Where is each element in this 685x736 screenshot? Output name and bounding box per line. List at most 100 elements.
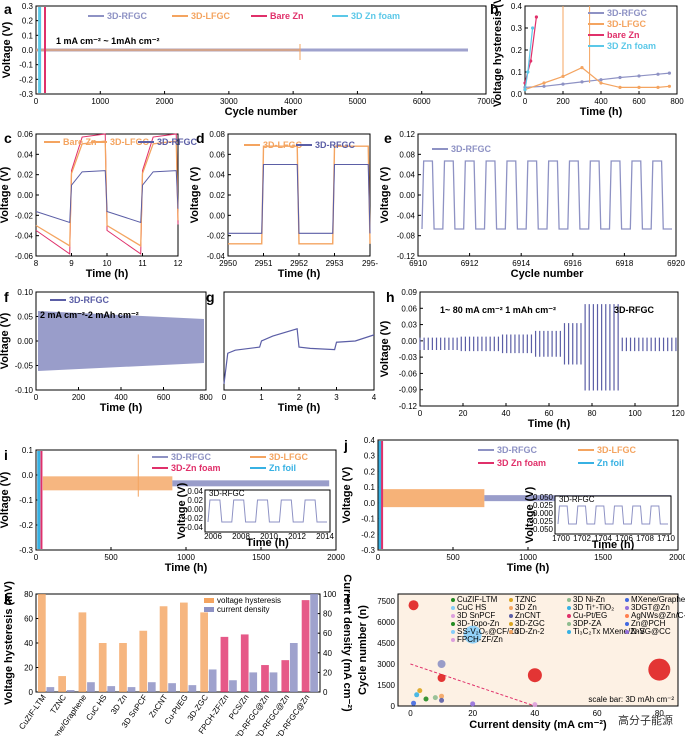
legend-label: 3D-RFGC: [451, 144, 491, 154]
y-tick-label: 0.3: [364, 452, 376, 461]
y-tick-label: 0.12: [399, 130, 415, 139]
y2-axis-title: Current density (mA cm⁻²): [341, 574, 353, 712]
y-tick-label: 0.00: [401, 337, 417, 346]
y-axis-title: Voltage (V): [341, 466, 353, 523]
panel-g: 0 1 2 3 4 Time (h) g: [206, 289, 377, 414]
y-tick-label: 0.1: [22, 31, 34, 40]
y-axis-title: Voltage (V): [189, 166, 201, 223]
data-point: [561, 82, 565, 86]
data-point: [526, 70, 530, 74]
data-point: [532, 702, 538, 708]
x-tick-label: 600: [157, 393, 171, 402]
inset-y-axis-title: Voltage (V): [176, 482, 188, 539]
x-tick-label: 40: [502, 409, 511, 418]
legend-label: CuZIF-LTM: [457, 595, 498, 604]
series-3d-rfgc: [172, 480, 330, 487]
bar-current-density: [269, 672, 278, 692]
data-point: [523, 88, 527, 92]
x-tick-label: 7000: [477, 97, 495, 106]
legend-label: 3D-RFGC: [497, 445, 537, 455]
y-tick-label: -0.2: [19, 75, 33, 84]
x-axis-title: Time (h): [507, 562, 550, 574]
annotation: 2 mA cm⁻²-2 mAh cm⁻²: [40, 310, 139, 320]
y-tick-label: -0.12: [399, 402, 418, 411]
x-tick-label: 1500: [252, 553, 270, 562]
x-tick-label: 9: [69, 259, 74, 268]
x-tick-label: 8: [34, 259, 39, 268]
x-tick-label: 10: [103, 259, 112, 268]
data-point: [542, 84, 546, 88]
legend-marker: [509, 630, 513, 634]
series-3d-rfgc: [35, 170, 179, 224]
data-point: [432, 695, 438, 701]
y2-tick-label: 60: [323, 629, 332, 638]
bar-voltage-hysteresis: [38, 594, 46, 692]
panel-letter: a: [4, 1, 12, 17]
inset-y-tick-label: 0.000: [533, 509, 554, 518]
data-point: [529, 59, 533, 63]
y-tick-label: 0.06: [401, 304, 417, 313]
y-tick-label: 0.0: [364, 499, 376, 508]
y-tick-label: 0.05: [17, 313, 33, 322]
data-point: [618, 85, 622, 89]
panel-letter: f: [4, 289, 9, 305]
watermark: 高分子能源: [618, 714, 673, 727]
y-tick-label: 0.02: [17, 171, 33, 180]
bar-voltage-hysteresis: [200, 612, 208, 692]
legend-label: 3D-LFGC: [597, 445, 636, 455]
legend-label: 3D-RFGC: [157, 137, 197, 147]
y-axis-title: Voltage (V): [379, 320, 391, 377]
data-point: [580, 80, 584, 84]
legend-label: 3D-LFGC: [191, 11, 230, 21]
data-point: [618, 75, 622, 80]
y-tick-label: 0.0: [22, 471, 34, 480]
legend-marker: [567, 606, 571, 610]
category-label: 3D Zn: [109, 693, 129, 716]
x-tick-label: 5000: [349, 97, 367, 106]
y2-tick-label: 20: [323, 668, 332, 677]
legend-marker: [567, 630, 571, 634]
x-tick-label: 20: [468, 709, 477, 718]
inset-y-tick-label: 0.00: [187, 505, 203, 514]
legend-label: Bare Zn: [63, 137, 97, 147]
x-tick-label: 3000: [220, 97, 238, 106]
legend-label: Zn foil: [269, 463, 296, 473]
legend-marker: [451, 630, 455, 634]
bar-voltage-hysteresis: [159, 606, 168, 692]
x-tick-label: 0: [418, 409, 423, 418]
data-point: [470, 701, 476, 707]
x-tick-label: 1500: [594, 553, 612, 562]
x-tick-label: 4: [372, 393, 377, 402]
y-tick-label: 0.3: [511, 24, 523, 33]
x-axis-title: Time (h): [278, 268, 321, 280]
legend-label: 3D-RFGC: [69, 295, 109, 305]
series-3d-rfgc: [421, 160, 672, 230]
x-tick-label: 0: [34, 393, 39, 402]
legend-label: 3D Ti⁺-TiO₂: [573, 603, 614, 612]
y-tick-label: 0.3: [22, 2, 34, 11]
data-point: [648, 658, 671, 681]
x-tick-label: 2000: [669, 553, 685, 562]
y-tick-label: 0.4: [511, 2, 523, 11]
inset-frame: [204, 489, 331, 533]
panel-letter: g: [206, 289, 215, 305]
x-tick-label: 200: [556, 97, 570, 106]
inset-x-tick-label: 2008: [232, 532, 250, 541]
y-tick-label: 0.04: [17, 150, 33, 159]
legend-label: 3D-RFGC: [107, 11, 147, 21]
y-tick-label: -0.04: [15, 232, 34, 241]
inset-x-tick-label: 2014: [316, 532, 334, 541]
annotation: 1 mA cm⁻² ~ 1mAh cm⁻²: [56, 36, 159, 46]
legend-marker: [509, 598, 513, 602]
legend-label: bare Zn: [607, 30, 640, 40]
panel-b: 0 200 400 600 800 0.0 0.1 0.2 0.3 0.4 Time (h) Volt…: [490, 0, 684, 118]
bar-current-density: [208, 669, 217, 692]
category-label: CuC HS: [84, 693, 108, 722]
y-axis-title: Cycle number (n): [357, 605, 369, 695]
legend-marker: [451, 614, 455, 618]
legend-label: Cu-Pt/EG: [573, 611, 607, 620]
data-point: [414, 692, 420, 698]
panel-letter: k: [4, 591, 12, 607]
inset-y-tick-label: -0.02: [185, 514, 204, 523]
y-tick-label: -0.10: [15, 386, 34, 395]
